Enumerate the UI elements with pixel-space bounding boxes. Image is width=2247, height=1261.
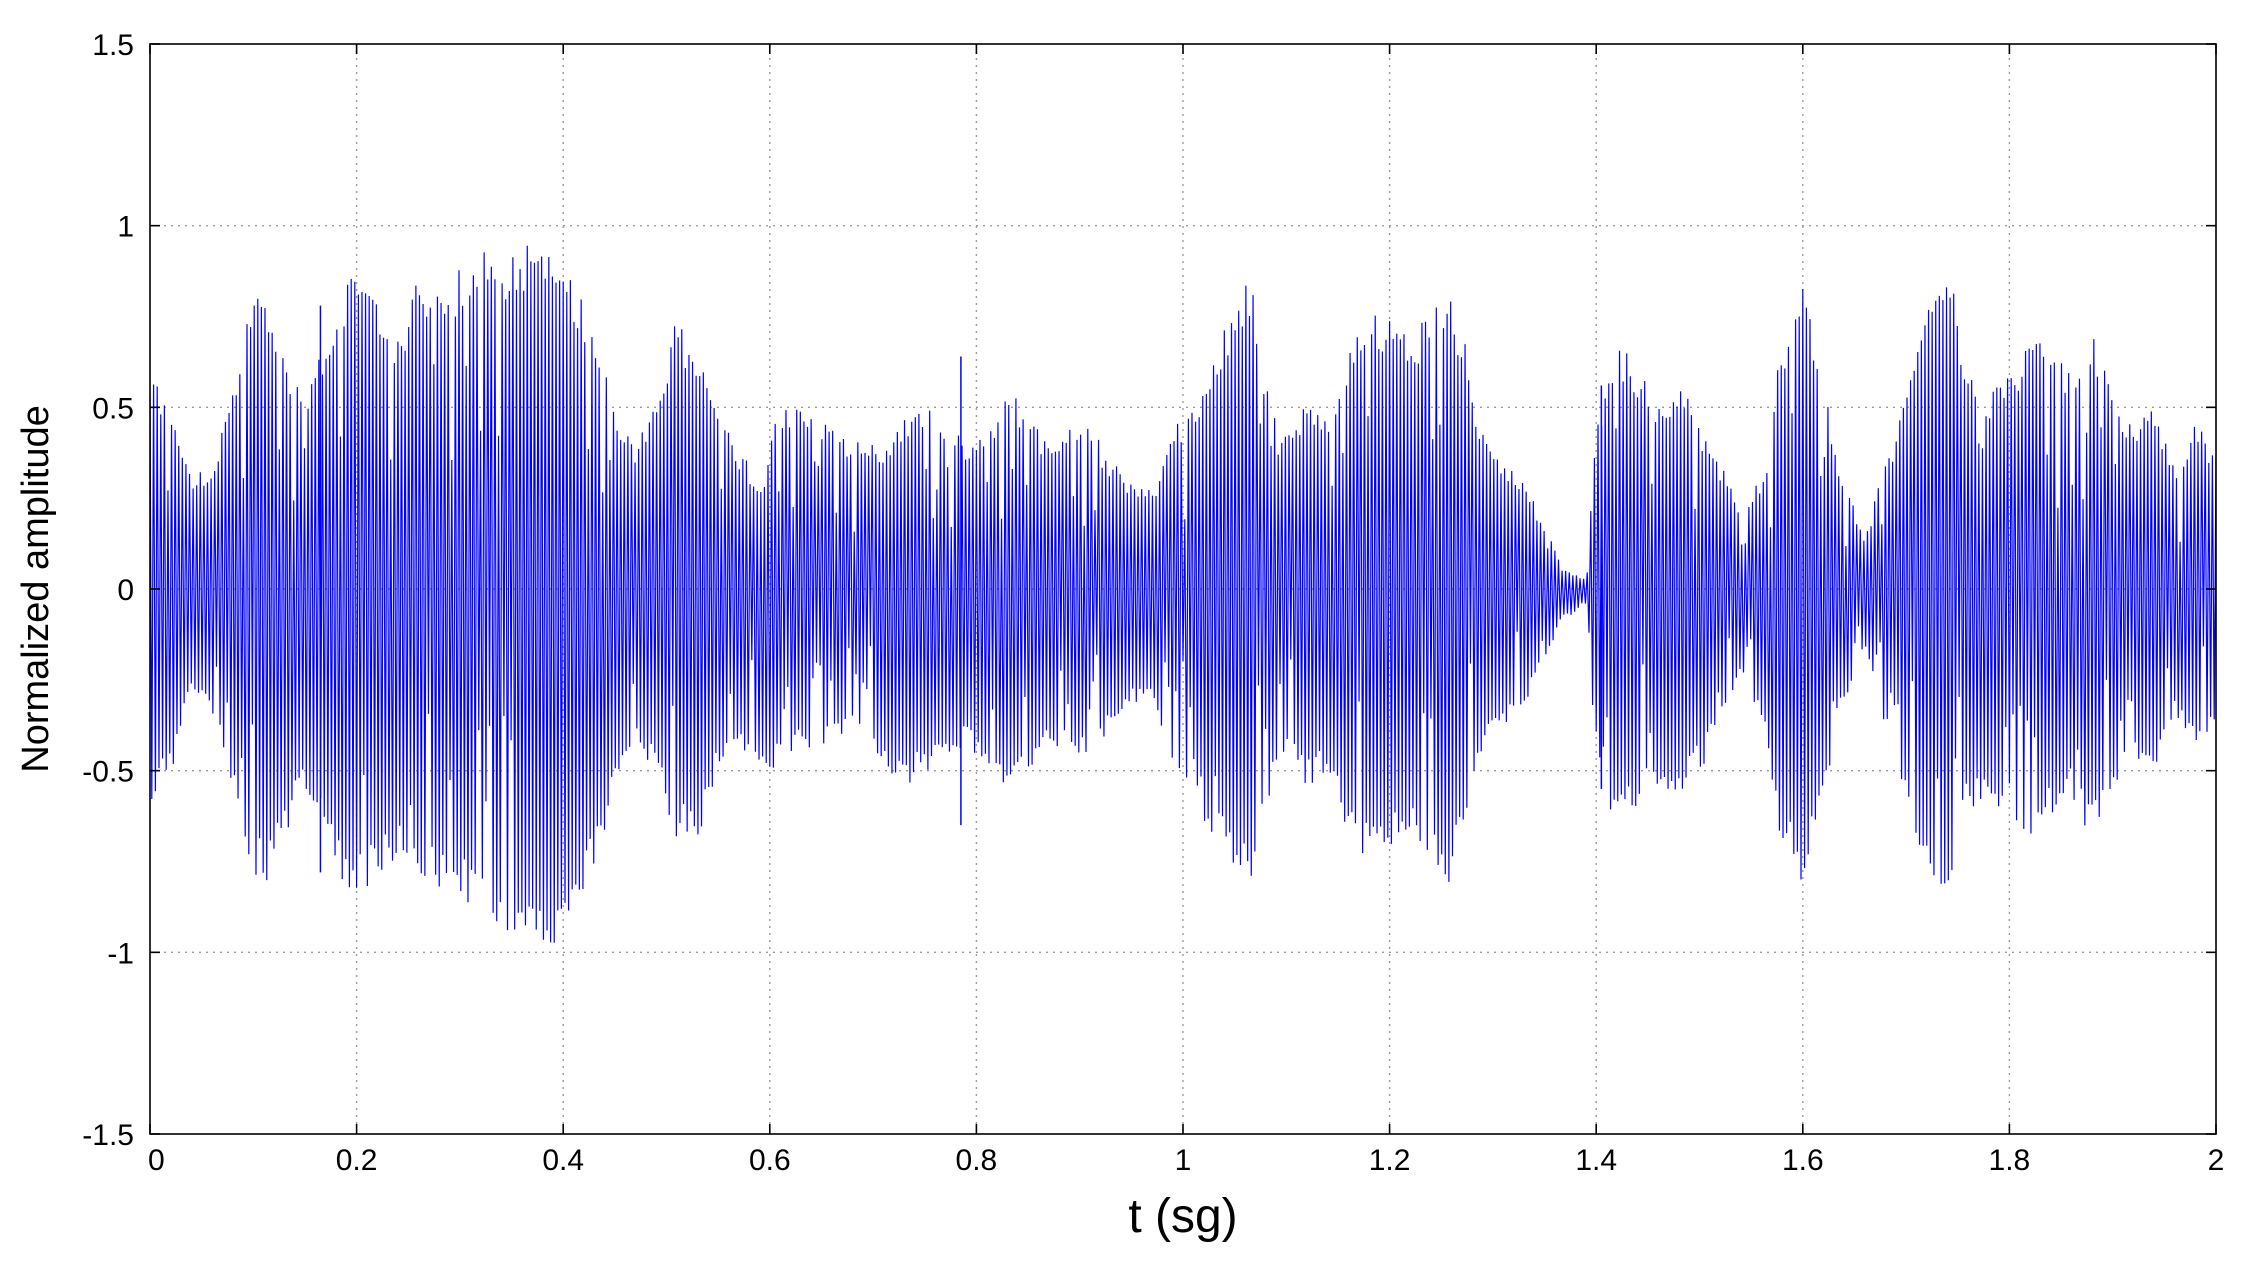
y-tick-label: -1: [107, 937, 134, 970]
x-tick-labels: 0 0.2 0.4 0.6 0.8 1 1.2 1.4 1.6 1.8 2: [148, 1144, 2224, 1177]
x-tick-label: 0.4: [542, 1144, 584, 1177]
x-tick-label: 2: [2208, 1144, 2225, 1177]
x-tick-label: 0.6: [749, 1144, 791, 1177]
y-tick-labels: 1.5 1 0.5 0 -0.5 -1 -1.5: [82, 29, 134, 1152]
x-tick-label: 1.4: [1575, 1144, 1617, 1177]
signal-spikes: [319, 305, 1603, 873]
y-tick-label: 0.5: [92, 392, 134, 425]
y-axis-title: Normalized amplitude: [15, 405, 57, 773]
x-tick-label: 1: [1175, 1144, 1192, 1177]
axis-ticks: [149, 43, 2217, 1135]
y-tick-label: 1.5: [92, 29, 134, 62]
y-tick-label: -1.5: [82, 1119, 134, 1152]
x-tick-label: 1.2: [1369, 1144, 1411, 1177]
x-axis-title: t (sg): [1128, 1190, 1237, 1243]
signal-series: [150, 245, 2216, 943]
plot-area: [150, 245, 2216, 943]
x-tick-label: 1.6: [1782, 1144, 1824, 1177]
y-tick-label: 1: [117, 211, 134, 244]
y-tick-label: -0.5: [82, 756, 134, 789]
x-tick-label: 1.8: [1989, 1144, 2031, 1177]
x-tick-label: 0: [148, 1144, 165, 1177]
y-tick-label: 0: [117, 574, 134, 607]
x-tick-label: 0.2: [336, 1144, 378, 1177]
x-tick-label: 0.8: [956, 1144, 998, 1177]
